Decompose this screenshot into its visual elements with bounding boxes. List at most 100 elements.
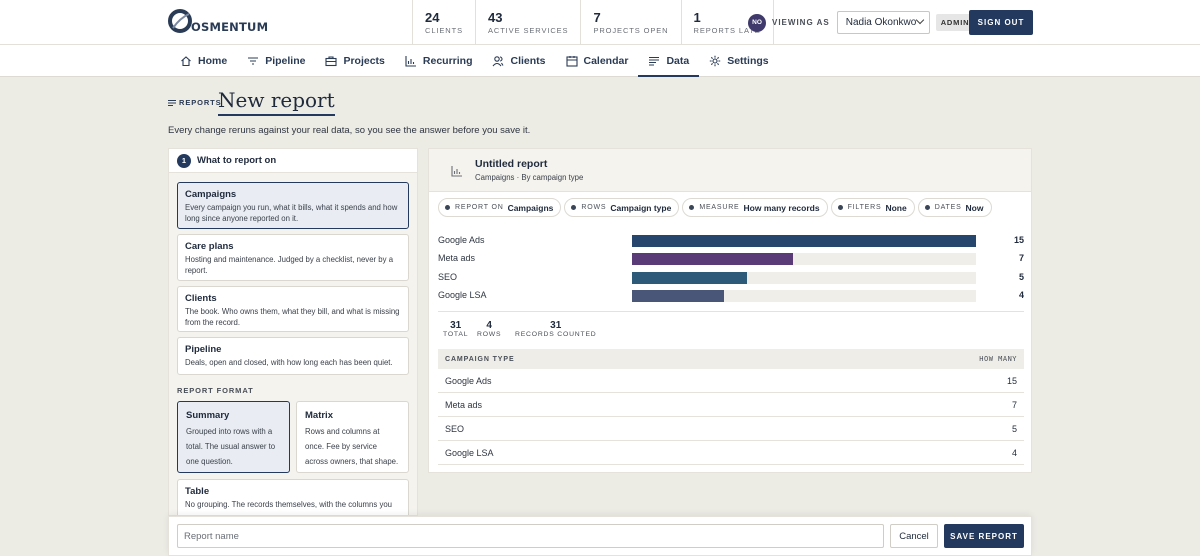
format-section-label: REPORT FORMAT [177,386,254,395]
nav-item-label: Pipeline [265,54,306,67]
nav-item-recurring[interactable]: Recurring [395,45,483,76]
report-preview-panel: Untitled report Campaigns · By campaign … [428,148,1032,473]
summary-number: 4 [486,320,492,331]
stat-number: 7 [593,10,601,25]
list-icon [649,56,660,66]
bar-track [632,253,976,266]
config-chips: REPORT ON Campaigns ROWS Campaign type M… [438,198,995,217]
stat-label: PROJECTS OPEN [593,26,669,35]
bar-row: Google Ads 15 [438,235,1024,247]
column-header-how-many[interactable]: HOW MANY [979,355,1017,363]
avatar: NO [748,13,766,32]
report-builder-panel: 1 What to report on Campaigns Every camp… [168,148,418,516]
chip-report-on[interactable]: REPORT ON Campaigns [438,198,562,217]
format-card-summary[interactable]: Summary Grouped into rows with a total. … [177,401,290,473]
bar [632,235,976,247]
chip-key: ROWS [581,204,607,211]
nav-item-settings[interactable]: Settings [699,45,778,76]
gear-icon [710,55,721,66]
bar-value-label: 15 [1013,235,1024,245]
chip-value: Campaign type [610,202,672,213]
filter-icon [248,56,259,65]
cell-how-many: 7 [1011,399,1017,410]
chip-value: Now [965,202,984,213]
stat-active-services[interactable]: 43 ACTIVE SERVICES [474,0,580,44]
cell-how-many: 15 [1006,375,1017,386]
source-card-care-plans[interactable]: Care plans Hosting and maintenance. Judg… [177,234,409,281]
brand-logo[interactable]: OSMENTUM [167,8,268,36]
bar-value-label: 7 [1018,253,1024,264]
stat-label: REPORTS LATE [693,26,761,35]
chip-filters[interactable]: FILTERS None [830,198,915,217]
breadcrumb[interactable]: REPORTS [168,98,222,107]
format-card-matrix[interactable]: Matrix Rows and columns at once. Fee by … [296,401,409,473]
bar-track [632,289,976,302]
top-bar: OSMENTUM 24 CLIENTS 43 ACTIVE SERVICES 7… [0,0,1200,45]
chip-dates[interactable]: DATES Now [917,198,992,217]
column-header-campaign-type[interactable]: CAMPAIGN TYPE [445,355,515,363]
step-title: What to report on [197,155,277,166]
summary-label: ROWS [477,331,502,338]
cell-campaign-type: Google LSA [445,447,494,458]
table-row[interactable]: Google LSA 4 [438,441,1024,465]
nav-item-label: Settings [727,54,769,67]
card-desc: Every campaign you run, what it bills, w… [185,203,398,223]
nav-item-projects[interactable]: Projects [315,45,394,76]
card-desc: Hosting and maintenance. Judged by a che… [185,255,394,275]
save-report-button[interactable]: SAVE REPORT [944,524,1024,548]
breadcrumb-label: REPORTS [179,98,222,107]
bar-label: SEO [438,271,458,282]
main-nav: Home Pipeline Projects Recurring Clients… [0,45,1200,77]
logo-mark-icon [168,9,192,33]
card-desc: Deals, open and closed, with how long ea… [185,358,393,367]
source-card-pipeline[interactable]: Pipeline Deals, open and closed, with ho… [177,337,409,375]
step-number: 1 [177,153,191,168]
chip-rows[interactable]: ROWS Campaign type [564,198,680,217]
report-name-input[interactable] [177,524,884,548]
bar [632,271,747,284]
card-title: Campaigns [185,189,237,200]
dot-icon [689,205,695,210]
viewer-select[interactable]: Nadia Okonkwo [836,11,930,34]
source-card-campaigns[interactable]: Campaigns Every campaign you run, what i… [177,182,409,229]
table-row[interactable]: Google Ads 15 [438,369,1024,393]
stat-label: CLIENTS [425,26,463,35]
nav-item-clients[interactable]: Clients [482,45,555,76]
nav-item-calendar[interactable]: Calendar [556,45,639,76]
stat-number: 43 [487,10,503,25]
preview-header: Untitled report Campaigns · By campaign … [429,149,1031,192]
card-title: Clients [185,293,217,304]
stat-projects-open[interactable]: 7 PROJECTS OPEN [580,0,680,44]
nav-item-data[interactable]: Data [638,45,699,77]
nav-item-label: Clients [510,54,546,67]
summary-records-counted: 31 RECORDS COUNTED [515,320,596,338]
chip-measure[interactable]: MEASURE How many records [682,198,828,217]
table-row[interactable]: SEO 5 [438,417,1024,441]
nav-item-home[interactable]: Home [170,45,237,76]
bar [632,253,793,266]
nav-item-pipeline[interactable]: Pipeline [237,45,315,76]
cell-how-many: 5 [1011,423,1017,434]
bar-label: Google LSA [438,289,487,300]
chip-key: DATES [934,204,962,211]
format-card-table[interactable]: Table No grouping. The records themselve… [177,479,409,515]
source-card-clients[interactable]: Clients The book. Who owns them, what th… [177,286,409,332]
step-header: 1 What to report on [169,149,417,173]
stat-number: 24 [425,10,440,25]
card-desc: No grouping. The records themselves, wit… [185,500,393,509]
cell-campaign-type: Google Ads [445,375,492,386]
stat-reports-late[interactable]: 1 REPORTS LATE [680,0,774,44]
results-table: CAMPAIGN TYPE HOW MANY Google Ads 15 Meta … [438,349,1024,465]
brand-name: OSMENTUM [191,20,269,34]
card-title: Table [185,486,210,497]
viewer-select-value: Nadia Okonkwo [845,17,917,28]
table-row[interactable]: Meta ads 7 [438,393,1024,417]
stat-clients[interactable]: 24 CLIENTS [412,0,475,44]
bar-chart-icon [405,55,416,67]
sign-out-button[interactable]: SIGN OUT [969,10,1033,35]
card-desc: The book. Who owns them, what they bill,… [185,307,400,327]
cancel-button[interactable]: Cancel [890,524,938,548]
chip-key: FILTERS [847,204,882,211]
role-badge: ADMIN [935,14,975,31]
preview-title[interactable]: Untitled report [475,158,548,170]
